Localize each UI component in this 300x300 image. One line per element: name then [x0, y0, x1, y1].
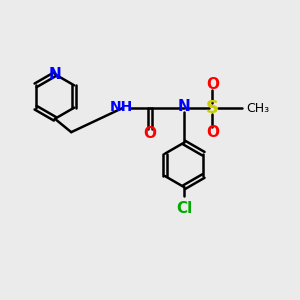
Text: NH: NH: [110, 100, 134, 114]
Text: CH₃: CH₃: [247, 102, 270, 115]
Text: O: O: [206, 76, 219, 92]
Text: O: O: [206, 125, 219, 140]
Text: S: S: [206, 99, 219, 117]
Text: N: N: [178, 99, 190, 114]
Text: N: N: [49, 67, 61, 82]
Text: Cl: Cl: [176, 200, 192, 215]
Text: O: O: [143, 126, 157, 141]
